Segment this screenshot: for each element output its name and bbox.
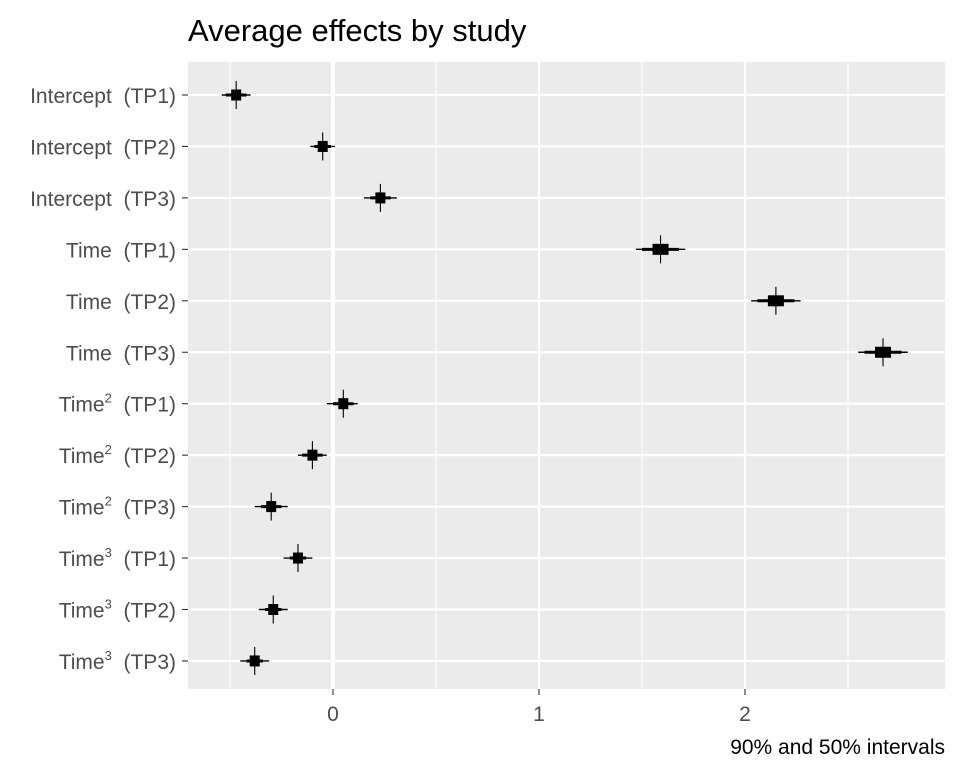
row-label-term: Time: [59, 394, 105, 417]
row-label-term: Time: [59, 600, 105, 623]
row-label-study: (TP3): [118, 651, 176, 674]
row-label-term: Time: [59, 445, 105, 468]
row-label: Time2 (TP2): [59, 442, 176, 468]
row-label-study: (TP1): [118, 548, 176, 571]
row-label: Time3 (TP1): [59, 545, 176, 571]
row-label: Intercept (TP2): [30, 136, 176, 159]
chart-caption: 90% and 50% intervals: [730, 736, 945, 759]
row-label-study: (TP1): [118, 239, 176, 262]
gridlines: [188, 62, 945, 689]
estimate-point: [317, 140, 328, 152]
row-label-term: Intercept: [30, 85, 112, 108]
estimate-point: [875, 346, 892, 358]
row-label-exponent: 3: [105, 597, 112, 612]
estimate-point: [307, 449, 318, 461]
estimate-point: [652, 243, 669, 255]
estimate-point: [231, 89, 242, 101]
row-label: Time3 (TP2): [59, 597, 176, 623]
row-label-exponent: 2: [105, 391, 112, 406]
row-label-term: Time: [59, 497, 105, 520]
row-label: Time (TP1): [66, 239, 176, 262]
row-label-term: Intercept: [30, 188, 112, 211]
row-label-term: Time: [59, 651, 105, 674]
x-axis-labels: 0 1 2: [327, 689, 751, 726]
y-axis-labels: Intercept (TP1)Intercept (TP2)Intercept …: [30, 85, 188, 674]
row-label: Intercept (TP1): [30, 85, 176, 108]
row-label-term: Time: [66, 342, 112, 365]
row-label-study: (TP2): [118, 445, 176, 468]
row-label-study: (TP3): [118, 342, 176, 365]
row-label-study: (TP2): [118, 291, 176, 314]
row-label-exponent: 3: [105, 545, 112, 560]
row-label-study: (TP3): [118, 497, 176, 520]
row-label-term: Time: [59, 548, 105, 571]
row-label: Time (TP2): [66, 291, 176, 314]
chart-title: Average effects by study: [188, 13, 527, 48]
row-label-study: (TP1): [118, 394, 176, 417]
row-label-term: Intercept: [30, 136, 112, 159]
row-label: Time (TP3): [66, 342, 176, 365]
estimate-point: [266, 501, 277, 513]
row-label-term: Time: [66, 291, 112, 314]
row-label-study: (TP3): [118, 188, 176, 211]
row-label: Time2 (TP3): [59, 494, 176, 520]
row-label-study: (TP1): [118, 85, 176, 108]
row-label: Time2 (TP1): [59, 391, 176, 417]
estimate-point: [338, 398, 349, 410]
estimate-point: [292, 552, 303, 564]
row-label-study: (TP2): [118, 136, 176, 159]
row-label-study: (TP2): [118, 600, 176, 623]
row-label-exponent: 2: [105, 494, 112, 509]
row-label-term: Time: [66, 239, 112, 262]
plot-panel: [188, 62, 945, 689]
estimate-point: [375, 192, 386, 204]
row-label-exponent: 2: [105, 442, 112, 457]
interval-marks: [221, 81, 908, 675]
estimate-point: [268, 604, 279, 615]
estimate-point: [249, 655, 260, 667]
row-label-exponent: 3: [105, 648, 112, 663]
x-tick-label: 0: [327, 703, 339, 726]
estimate-point: [767, 295, 784, 307]
x-tick-label: 1: [533, 703, 545, 726]
x-tick-label: 2: [739, 703, 751, 726]
row-label: Intercept (TP3): [30, 188, 176, 211]
row-label: Time3 (TP3): [59, 648, 176, 674]
